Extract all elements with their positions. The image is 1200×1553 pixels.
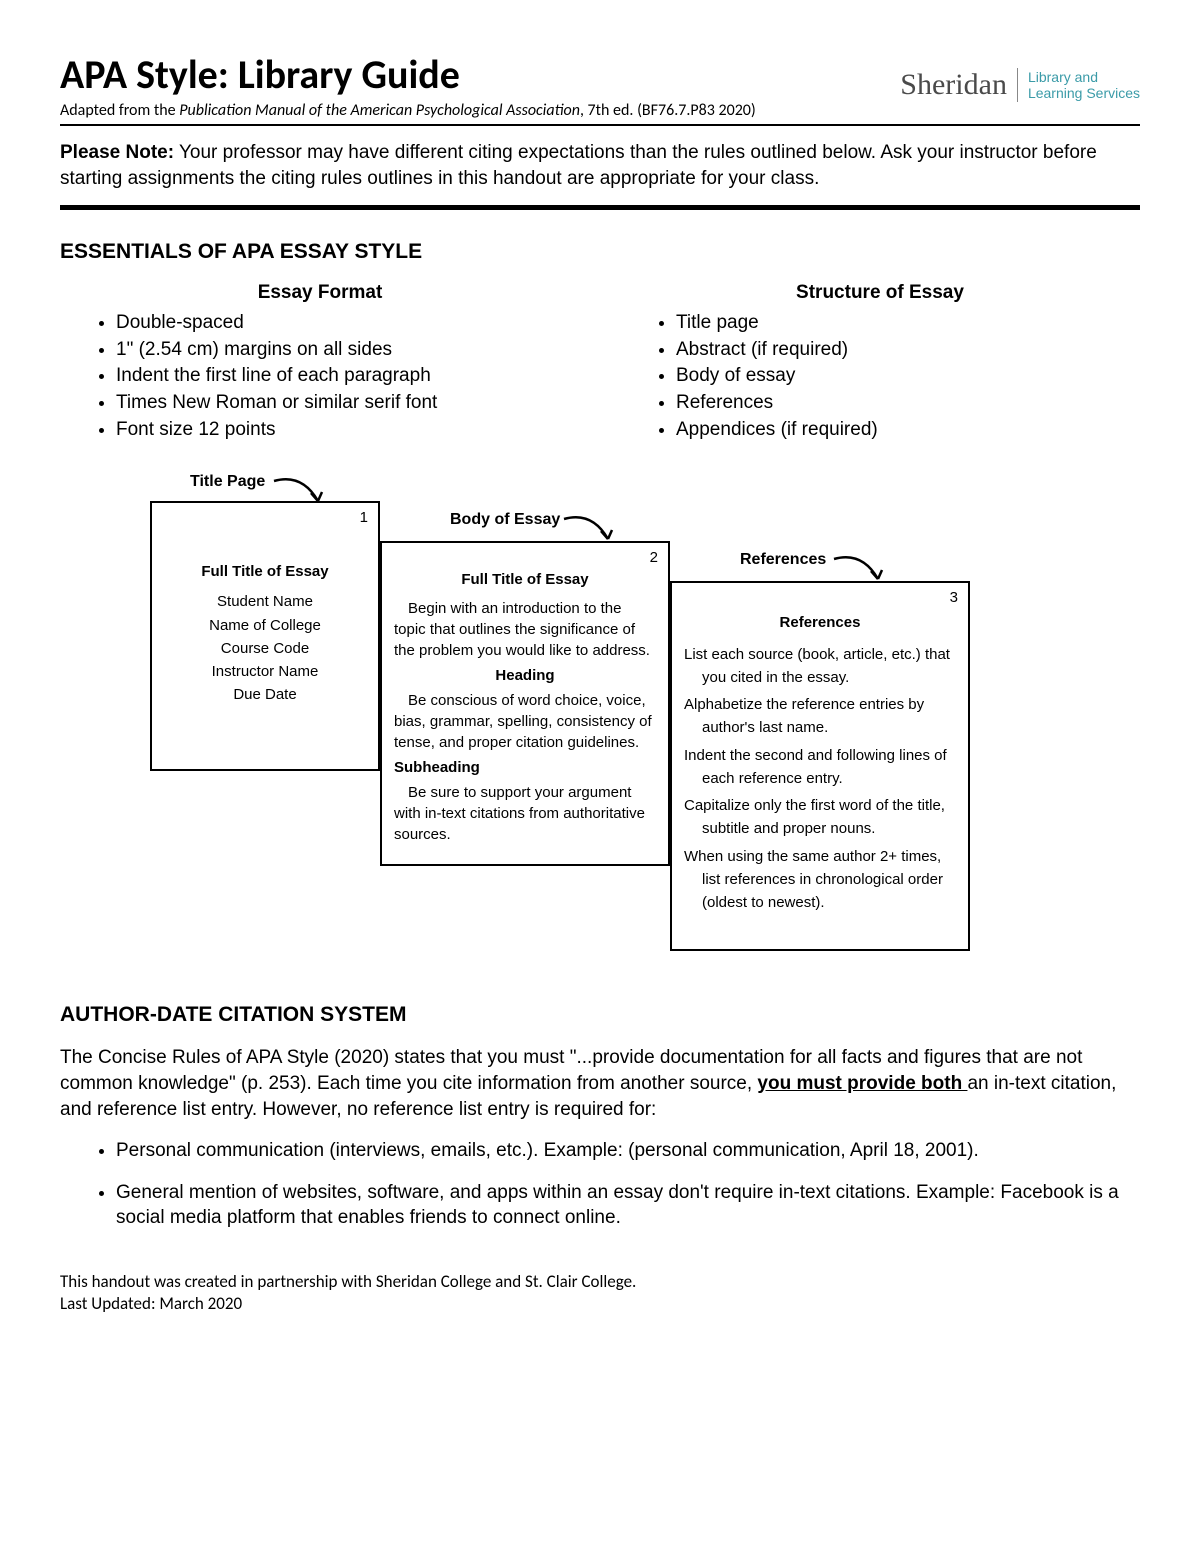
- page2-p1: Begin with an introduction to the topic …: [394, 598, 656, 661]
- footer-line1: This handout was created in partnership …: [60, 1271, 1140, 1293]
- logo-text-sub: Library and Learning Services: [1028, 69, 1140, 101]
- page-references-box: 3 References List each source (book, art…: [670, 581, 970, 951]
- title-light: Library Guide: [229, 50, 460, 99]
- page-header: APA Style: Library Guide Adapted from th…: [60, 50, 1140, 120]
- page2-p2: Be conscious of word choice, voice, bias…: [394, 690, 656, 753]
- note-label: Please Note:: [60, 142, 174, 163]
- structure-list: Title page Abstract (if required) Body o…: [620, 310, 1140, 443]
- list-item: Abstract (if required): [676, 337, 1140, 364]
- list-item: Indent the first line of each paragraph: [116, 363, 580, 390]
- essay-structure-diagram: Title Page 1 Full Title of Essay Student…: [60, 473, 1140, 973]
- page1-line: Due Date: [164, 683, 366, 706]
- essentials-heading: ESSENTIALS OF APA ESSAY STYLE: [60, 240, 1140, 264]
- page-number: 1: [360, 509, 368, 526]
- page1-line: Instructor Name: [164, 660, 366, 683]
- list-item: Times New Roman or similar serif font: [116, 390, 580, 417]
- list-item: Personal communication (interviews, emai…: [116, 1138, 1140, 1164]
- page1-line: Name of College: [164, 614, 366, 637]
- citation-exceptions-list: Personal communication (interviews, emai…: [60, 1138, 1140, 1231]
- logo-sub-line1: Library and: [1028, 69, 1098, 85]
- essay-format-list: Double-spaced 1" (2.54 cm) margins on al…: [60, 310, 580, 443]
- list-item: Font size 12 points: [116, 417, 580, 444]
- main-title: APA Style: Library Guide: [60, 50, 756, 99]
- list-item: Title page: [676, 310, 1140, 337]
- citation-paragraph: The Concise Rules of APA Style (2020) st…: [60, 1045, 1140, 1122]
- page3-title: References: [684, 611, 956, 634]
- essay-format-heading: Essay Format: [60, 282, 580, 304]
- page2-subheading: Subheading: [394, 757, 656, 778]
- note-block: Please Note: Your professor may have dif…: [60, 140, 1140, 191]
- page-number: 3: [950, 589, 958, 606]
- page2-p3: Be sure to support your argument with in…: [394, 782, 656, 845]
- page1-line: Student Name: [164, 590, 366, 613]
- page-number: 2: [650, 549, 658, 566]
- structure-heading: Structure of Essay: [620, 282, 1140, 304]
- page-footer: This handout was created in partnership …: [60, 1271, 1140, 1315]
- page-title-box: 1 Full Title of Essay Student Name Name …: [150, 501, 380, 771]
- page1-lines: Student Name Name of College Course Code…: [164, 590, 366, 706]
- logo-text-main: Sheridan: [900, 68, 1007, 102]
- subtitle-post: , 7th ed. (BF76.7.P83 2020): [580, 101, 756, 120]
- page2-body: Begin with an introduction to the topic …: [394, 598, 656, 845]
- label-body-essay: Body of Essay: [450, 511, 560, 529]
- essay-format-col: Essay Format Double-spaced 1" (2.54 cm) …: [60, 282, 580, 443]
- note-text: Your professor may have different citing…: [60, 142, 1097, 189]
- list-item: Body of essay: [676, 363, 1140, 390]
- page3-line: Capitalize only the first word of the ti…: [684, 794, 956, 841]
- page2-title: Full Title of Essay: [394, 571, 656, 588]
- title-bold: APA Style:: [60, 50, 229, 99]
- label-references: References: [740, 551, 826, 569]
- page3-body: References List each source (book, artic…: [684, 611, 956, 914]
- page1-line: Course Code: [164, 637, 366, 660]
- subtitle: Adapted from the Publication Manual of t…: [60, 101, 756, 120]
- structure-col: Structure of Essay Title page Abstract (…: [620, 282, 1140, 443]
- title-block: APA Style: Library Guide Adapted from th…: [60, 50, 756, 120]
- page3-line: When using the same author 2+ times, lis…: [684, 845, 956, 915]
- subtitle-italic: Publication Manual of the American Psych…: [179, 101, 580, 120]
- page3-line: Indent the second and following lines of…: [684, 744, 956, 791]
- page3-line: List each source (book, article, etc.) t…: [684, 643, 956, 690]
- list-item: 1" (2.54 cm) margins on all sides: [116, 337, 580, 364]
- subtitle-pre: Adapted from the: [60, 101, 179, 120]
- page1-title: Full Title of Essay: [164, 563, 366, 580]
- list-item: References: [676, 390, 1140, 417]
- logo-sub-line2: Learning Services: [1028, 85, 1140, 101]
- citation-heading: AUTHOR-DATE CITATION SYSTEM: [60, 1003, 1140, 1027]
- page-body-box: 2 Full Title of Essay Begin with an intr…: [380, 541, 670, 866]
- logo-separator: [1017, 68, 1018, 102]
- sheridan-logo: Sheridan Library and Learning Services: [900, 68, 1140, 120]
- page2-heading: Heading: [394, 665, 656, 686]
- list-item: Double-spaced: [116, 310, 580, 337]
- page3-line: Alphabetize the reference entries by aut…: [684, 693, 956, 740]
- divider-thin: [60, 124, 1140, 126]
- citation-text-bold: you must provide both: [757, 1073, 967, 1094]
- essentials-columns: Essay Format Double-spaced 1" (2.54 cm) …: [60, 282, 1140, 443]
- divider-thick: [60, 205, 1140, 210]
- label-title-page: Title Page: [190, 473, 265, 491]
- list-item: General mention of websites, software, a…: [116, 1180, 1140, 1231]
- list-item: Appendices (if required): [676, 417, 1140, 444]
- footer-line2: Last Updated: March 2020: [60, 1293, 1140, 1315]
